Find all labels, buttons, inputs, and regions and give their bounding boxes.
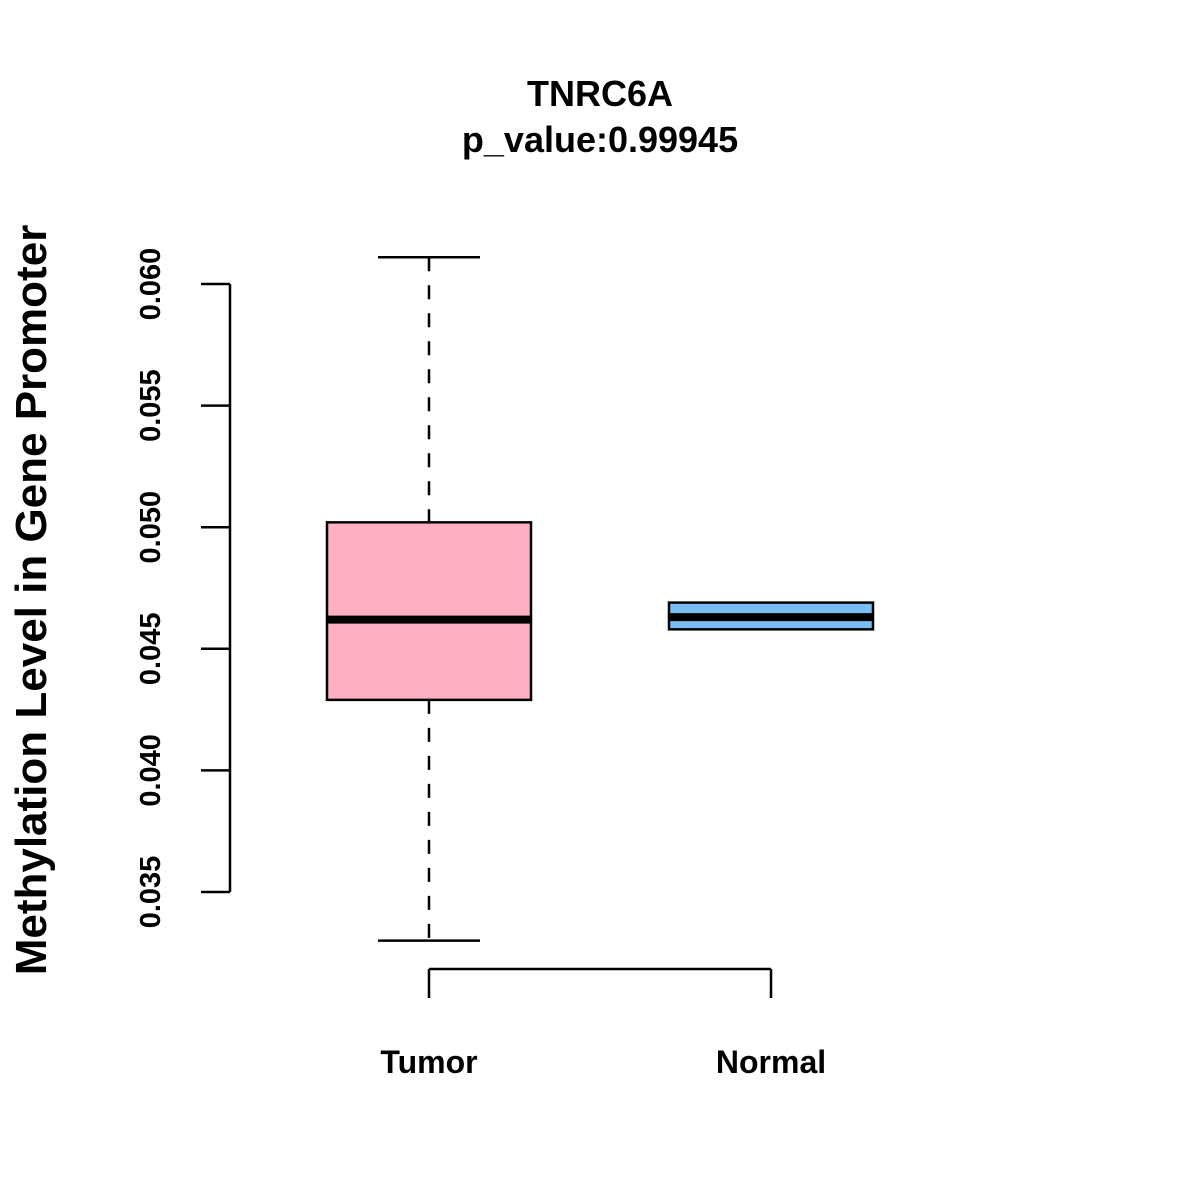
box-iqr bbox=[325, 521, 533, 702]
box-normal bbox=[667, 601, 875, 631]
box-tumor bbox=[325, 255, 533, 942]
y-tick-label: 0.040 bbox=[135, 734, 167, 807]
y-tick-label: 0.045 bbox=[135, 613, 167, 686]
y-tick-label: 0.055 bbox=[135, 369, 167, 442]
y-tick-label: 0.035 bbox=[135, 856, 167, 929]
y-axis: 0.035 0.040 0.045 0.050 0.055 0.060 bbox=[135, 248, 232, 929]
box-group bbox=[325, 255, 875, 942]
y-axis-label: Methylation Level in Gene Promoter bbox=[7, 225, 56, 976]
y-tick-label: 0.050 bbox=[135, 491, 167, 564]
x-tick-label: Tumor bbox=[380, 1044, 477, 1080]
chart-subtitle: p_value:0.99945 bbox=[462, 119, 738, 160]
y-tick-label: 0.060 bbox=[135, 248, 167, 321]
x-axis: Tumor Normal bbox=[380, 967, 826, 1080]
x-tick-label: Normal bbox=[716, 1044, 826, 1080]
chart-title: TNRC6A bbox=[527, 73, 673, 114]
